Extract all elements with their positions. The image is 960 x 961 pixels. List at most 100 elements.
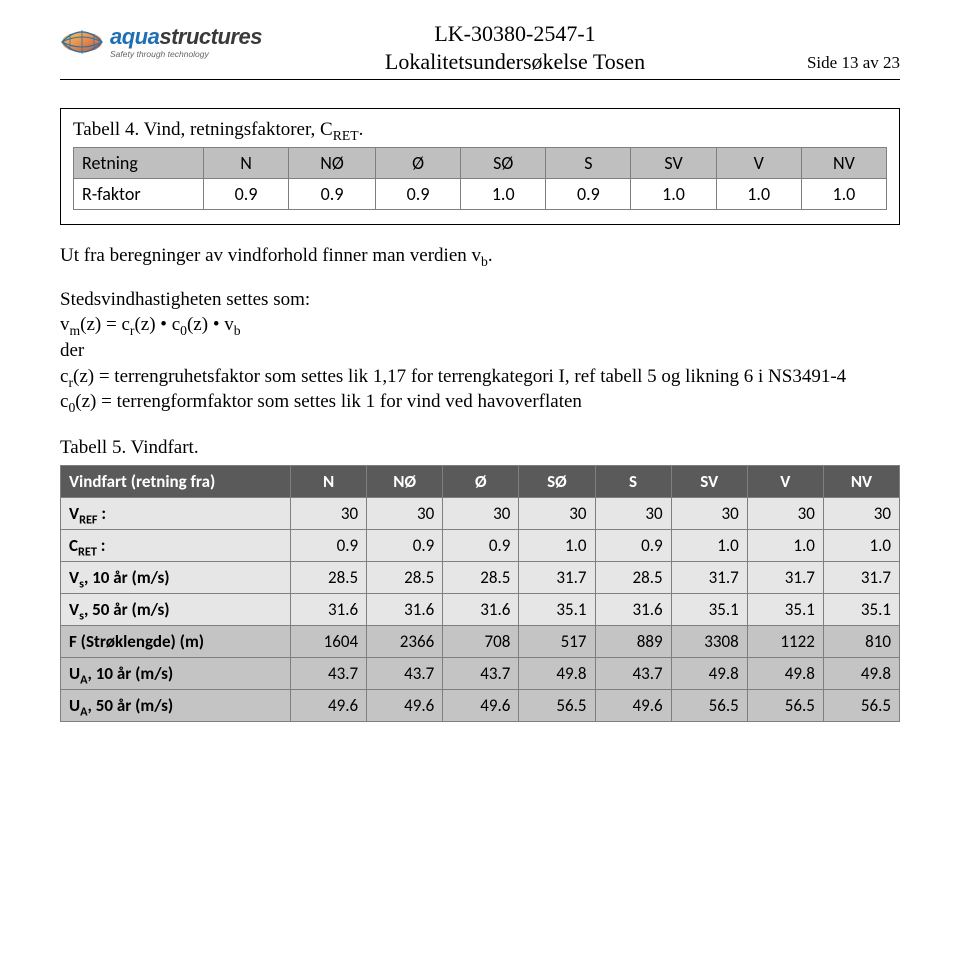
page-header: aquastructures Safety through technology… [60,20,900,80]
table5-cell: 0.9 [291,529,367,561]
table5-dir: N [291,465,367,497]
table5-cell: 49.6 [291,689,367,721]
doc-id: LK-30380-2547-1 [270,20,760,48]
table5: Vindfart (retning fra) N NØ Ø SØ S SV V … [60,465,900,722]
header-center: LK-30380-2547-1 Lokalitetsundersøkelse T… [270,20,760,75]
table4-row-label: R-faktor [74,179,204,210]
table5-row: CRET :0.90.90.91.00.91.01.01.0 [61,529,900,561]
table5-row: UA, 10 år (m/s)43.743.743.749.843.749.84… [61,657,900,689]
table4-val: 1.0 [461,179,546,210]
table5-cell: 0.9 [595,529,671,561]
table4-val: 1.0 [801,179,886,210]
table4-val: 1.0 [631,179,716,210]
table5-cell: 810 [823,625,899,657]
table5-cell: 56.5 [519,689,595,721]
table5-cell: 30 [443,497,519,529]
table5-cell: 31.6 [291,593,367,625]
table5-cell: 49.6 [443,689,519,721]
table5-row: UA, 50 år (m/s)49.649.649.656.549.656.55… [61,689,900,721]
table5-row: F (Strøklengde) (m)160423667085178893308… [61,625,900,657]
logo-text: aquastructures Safety through technology [110,26,262,59]
table5-cell: 28.5 [595,561,671,593]
table5-cell: 2366 [367,625,443,657]
table5-cell: 1.0 [823,529,899,561]
table5-cell: 517 [519,625,595,657]
table5-cell: 56.5 [671,689,747,721]
table5-cell: 1604 [291,625,367,657]
table5-cell: 31.7 [671,561,747,593]
table5-row-label: VREF : [61,497,291,529]
table5-cell: 43.7 [367,657,443,689]
table5-cell: 56.5 [823,689,899,721]
table5-cell: 35.1 [823,593,899,625]
table5-row-label: UA, 50 år (m/s) [61,689,291,721]
table5-cell: 31.7 [823,561,899,593]
table5-cell: 43.7 [443,657,519,689]
table5-cell: 30 [519,497,595,529]
table5-cell: 49.8 [747,657,823,689]
table5-cell: 35.1 [747,593,823,625]
table4-row: R-faktor 0.9 0.9 0.9 1.0 0.9 1.0 1.0 1.0 [74,179,887,210]
table5-cell: 1.0 [519,529,595,561]
table5-cell: 30 [291,497,367,529]
table4-box: Tabell 4. Vind, retningsfaktorer, CRET. … [60,108,900,225]
table4-dir: Ø [375,148,460,179]
table5-cell: 28.5 [443,561,519,593]
para2-line3: der [60,340,84,361]
table5-cell: 31.7 [747,561,823,593]
table4-dir: N [204,148,289,179]
table4-dir: NØ [289,148,376,179]
table5-dir: SV [671,465,747,497]
table5-cell: 49.6 [595,689,671,721]
table4-dir: SØ [461,148,546,179]
table4-caption: Tabell 4. Vind, retningsfaktorer, CRET. [73,119,887,141]
table5-dir: S [595,465,671,497]
table5-cell: 49.8 [823,657,899,689]
table5-cell: 31.6 [443,593,519,625]
table5-cell: 3308 [671,625,747,657]
doc-title: Lokalitetsundersøkelse Tosen [270,48,760,76]
table5-cell: 31.7 [519,561,595,593]
table4: Retning N NØ Ø SØ S SV V NV R-faktor 0.9… [73,147,887,210]
para-1: Ut fra beregninger av vindforhold finner… [60,243,900,269]
table5-cell: 30 [367,497,443,529]
table5-cell: 35.1 [671,593,747,625]
table5-cell: 56.5 [747,689,823,721]
page: aquastructures Safety through technology… [0,0,960,762]
table5-row: VREF :3030303030303030 [61,497,900,529]
table5-head-row: Vindfart (retning fra) N NØ Ø SØ S SV V … [61,465,900,497]
logo-name-aqua: aqua [110,24,159,49]
table5-cell: 0.9 [443,529,519,561]
table5-cell: 31.6 [595,593,671,625]
table5-cell: 35.1 [519,593,595,625]
table5-caption: Tabell 5. Vindfart. [60,437,900,459]
table4-val: 0.9 [204,179,289,210]
table4-head-row: Retning N NØ Ø SØ S SV V NV [74,148,887,179]
table5-dir: Ø [443,465,519,497]
table5-row-label: Vs, 10 år (m/s) [61,561,291,593]
table5-cell: 49.8 [519,657,595,689]
table4-val: 0.9 [546,179,631,210]
table5-dir: NV [823,465,899,497]
table5-row: Vs, 50 år (m/s)31.631.631.635.131.635.13… [61,593,900,625]
table5-cell: 30 [747,497,823,529]
table5-dir: V [747,465,823,497]
table5-cell: 43.7 [595,657,671,689]
table5-cell: 49.8 [671,657,747,689]
table5-row-label: CRET : [61,529,291,561]
logo-name-structures: structures [159,24,262,49]
table5-cell: 30 [671,497,747,529]
para2-line1: Stedsvindhastigheten settes som: [60,289,310,310]
table4-dir: NV [801,148,886,179]
table5-cell: 49.6 [367,689,443,721]
table5-cell: 708 [443,625,519,657]
logo-icon [60,26,104,63]
table5-head-label: Vindfart (retning fra) [61,465,291,497]
table5-dir: SØ [519,465,595,497]
table5-cell: 1.0 [671,529,747,561]
table5-cell: 30 [595,497,671,529]
table5-row: Vs, 10 år (m/s)28.528.528.531.728.531.73… [61,561,900,593]
table5-row-label: UA, 10 år (m/s) [61,657,291,689]
table4-dir: SV [631,148,716,179]
table5-cell: 1122 [747,625,823,657]
